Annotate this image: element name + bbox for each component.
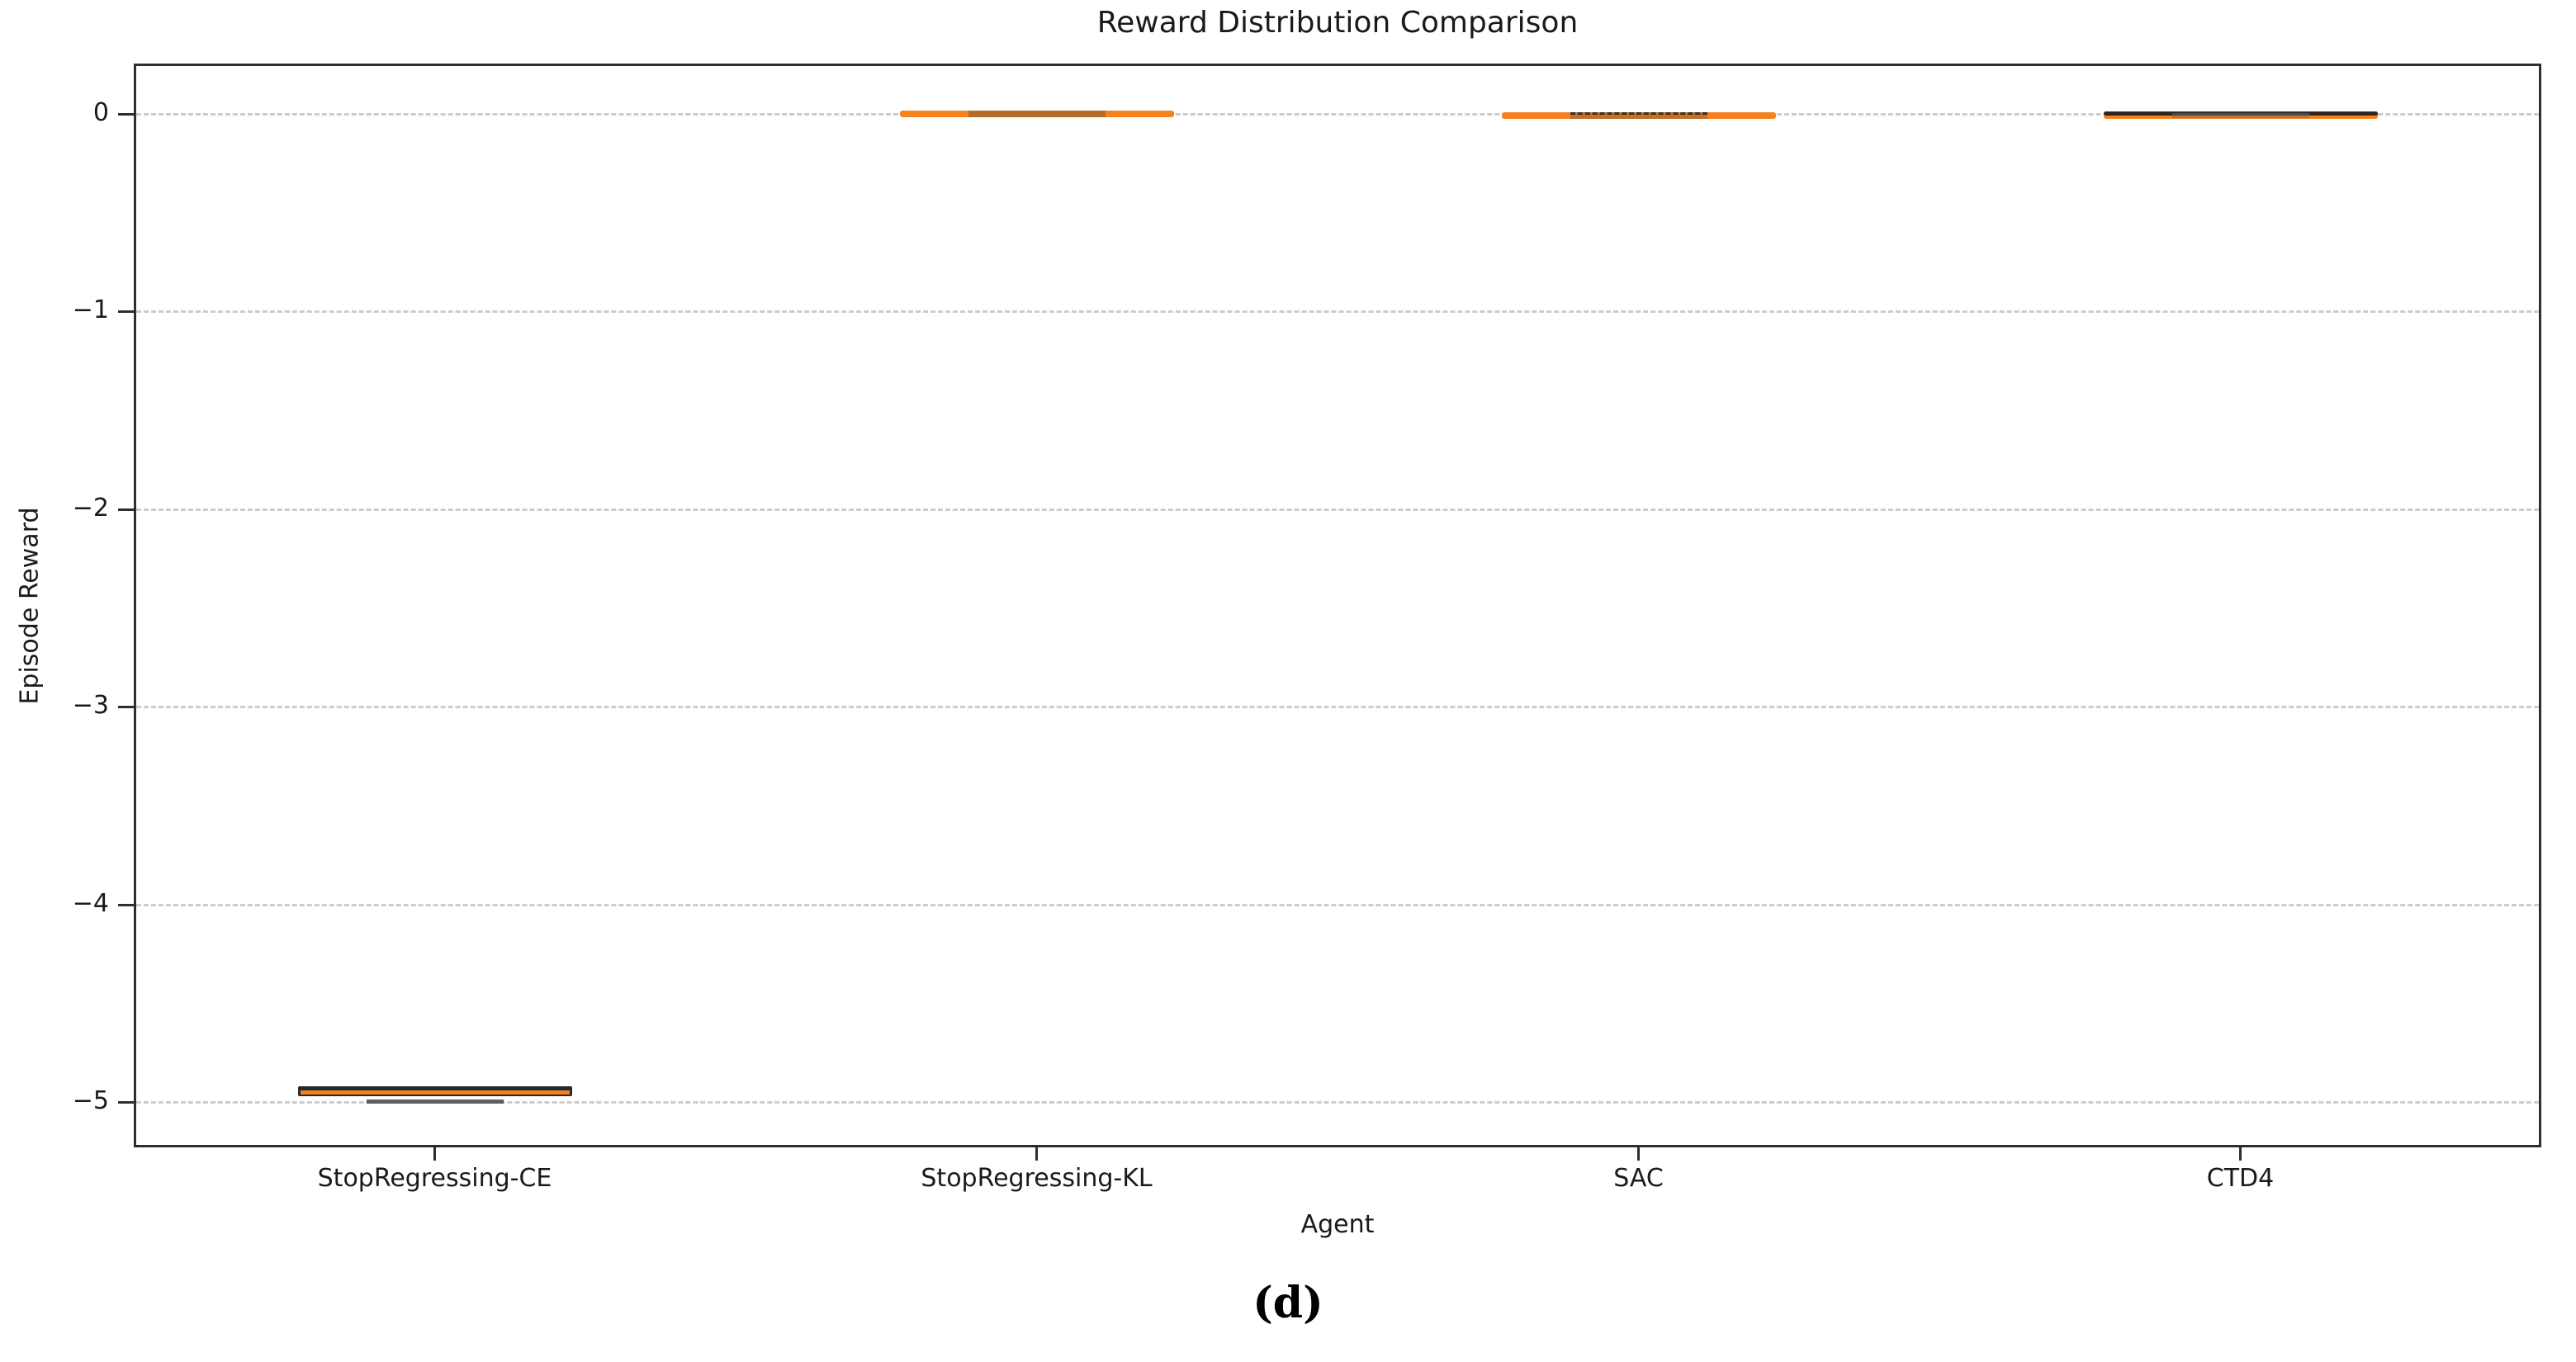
whisker-cap [366,1100,504,1104]
y-tick-mark [118,1101,134,1104]
gridline [136,508,2539,511]
chart-title: Reward Distribution Comparison [1096,6,1579,40]
y-tick-mark [118,903,134,906]
y-tick-mark [118,310,134,314]
figure-caption: (d) [1252,1278,1324,1328]
box-overlap [968,111,1106,117]
box-sac [1501,112,1776,120]
x-tick-mark [2239,1147,2242,1161]
x-tick-label: CTD4 [2206,1164,2275,1193]
right-spine [2539,64,2541,1147]
y-tick-mark [118,508,134,511]
x-tick-mark [433,1147,436,1161]
y-tick-label: −5 [72,1086,109,1115]
plot-area: 0 −1 −2 −3 −4 −5 StopRegressing-CE StopRegressi… [73,64,2541,1193]
box-overlap [2171,113,2309,119]
x-tick-label: SAC [1613,1164,1664,1193]
y-tick-label: −2 [72,493,109,523]
gridline [136,903,2539,906]
y-tick-mark [118,706,134,709]
gridline [136,113,2539,116]
y-tick-label: 0 [92,98,109,127]
median-line [300,1090,570,1095]
top-spine [134,64,2541,66]
y-tick-label: −1 [72,296,109,325]
x-axis-label: Agent [1300,1210,1375,1239]
y-tick-label: −3 [72,691,109,721]
y-axis-label: Episode Reward [15,507,45,705]
x-tick-mark [1035,1147,1038,1161]
gridline [136,310,2539,314]
gridline [136,1101,2539,1104]
bottom-spine [134,1145,2541,1147]
box-stopregressing-kl [899,111,1174,117]
box-overlap [1570,112,1707,120]
x-tick-mark [1637,1147,1640,1161]
y-tick-mark [118,113,134,116]
x-tick-label: StopRegressing-CE [317,1164,552,1193]
gridline [136,706,2539,709]
y-tick-label: −4 [72,888,109,918]
left-spine [134,64,136,1147]
x-tick-label: StopRegressing-KL [921,1164,1153,1193]
